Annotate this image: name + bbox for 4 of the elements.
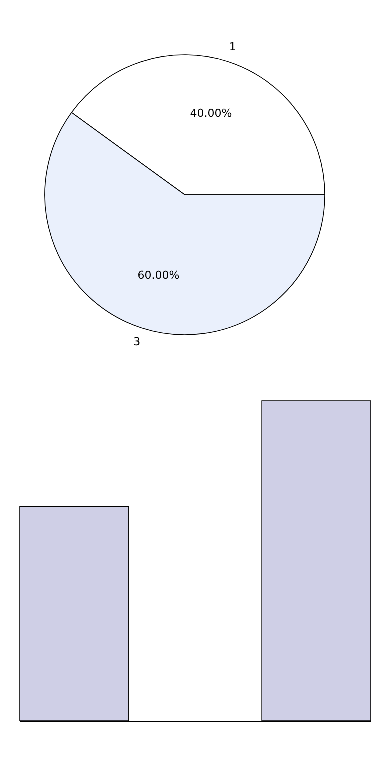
- data-label: 60.00%: [138, 268, 180, 282]
- slice-label: 1: [229, 40, 236, 54]
- slice-label: 3: [134, 335, 141, 348]
- data-label: 40.00%: [190, 107, 232, 120]
